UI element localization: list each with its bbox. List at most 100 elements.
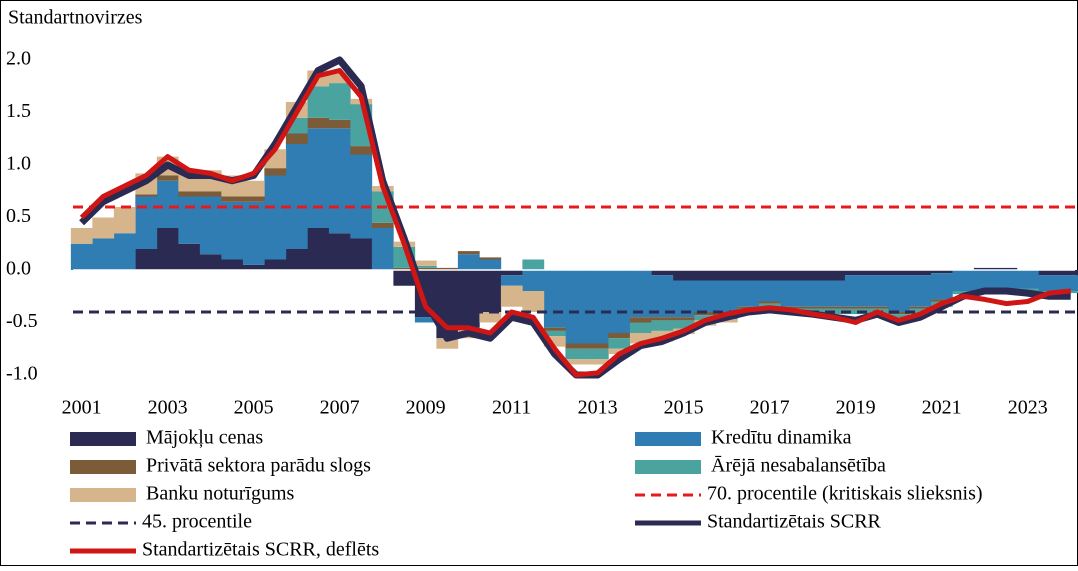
- bar: [715, 319, 738, 323]
- bar: [135, 196, 158, 249]
- bar: [221, 259, 244, 270]
- bar: [199, 254, 222, 270]
- bar: [414, 267, 437, 270]
- bar: [522, 259, 545, 270]
- bar: [586, 270, 609, 344]
- bar: [801, 306, 824, 309]
- bar: [672, 270, 695, 281]
- bar: [199, 196, 222, 255]
- bar: [586, 359, 609, 365]
- bar: [887, 314, 910, 320]
- bar: [522, 291, 545, 312]
- bar: [758, 301, 781, 304]
- bar: [328, 83, 351, 120]
- bar: [135, 249, 158, 270]
- bar: [285, 144, 308, 249]
- bar: [1059, 270, 1078, 276]
- bar: [844, 308, 867, 315]
- bar: [952, 270, 975, 291]
- legend-swatch: [635, 460, 701, 474]
- bar: [909, 306, 932, 309]
- bar: [887, 270, 910, 276]
- bar: [608, 333, 631, 339]
- bar: [285, 249, 308, 270]
- legend-label: Ārējā nesabalansētība: [711, 455, 886, 477]
- bar: [608, 270, 631, 333]
- bar: [307, 86, 330, 118]
- bar: [500, 285, 523, 307]
- bar: [844, 306, 867, 309]
- bar: [909, 270, 932, 276]
- x-tick-label: 2003: [148, 397, 188, 419]
- bar: [565, 270, 588, 344]
- bar: [672, 317, 695, 321]
- bar: [973, 267, 996, 270]
- bar: [973, 270, 996, 291]
- bar: [92, 238, 115, 270]
- bar: [565, 348, 588, 360]
- x-tick-label: 2011: [492, 397, 531, 419]
- legend-label: Banku noturīgums: [146, 483, 295, 505]
- bar: [866, 275, 889, 307]
- bar: [694, 270, 717, 281]
- legend-swatch: [70, 432, 136, 446]
- bar: [823, 280, 846, 307]
- x-tick-label: 2017: [750, 397, 790, 419]
- bar: [70, 228, 93, 244]
- bar: [135, 194, 158, 197]
- legend-swatch: [70, 460, 136, 474]
- bar: [221, 201, 244, 260]
- bar: [1038, 275, 1061, 291]
- bar: [801, 280, 824, 307]
- bar: [715, 270, 738, 281]
- bar: [92, 217, 115, 239]
- bar: [242, 180, 265, 197]
- bar: [479, 270, 502, 312]
- bar: [1059, 275, 1078, 291]
- bar: [328, 233, 351, 270]
- bar: [694, 280, 717, 312]
- bar: [1016, 270, 1039, 289]
- bar: [156, 228, 179, 270]
- bar: [264, 175, 287, 260]
- bar: [500, 275, 523, 286]
- bar: [328, 128, 351, 234]
- bar: [307, 128, 330, 228]
- bar: [479, 257, 502, 260]
- bar: [457, 251, 480, 255]
- legend-label: 45. procentile: [142, 511, 252, 533]
- bar: [113, 207, 136, 234]
- bar: [371, 228, 394, 270]
- bar: [178, 243, 201, 270]
- bar: [565, 359, 588, 365]
- bar: [1038, 270, 1061, 276]
- bar: [801, 270, 824, 281]
- bar: [178, 196, 201, 244]
- legend-label: Privātā sektora parādu slogs: [146, 455, 371, 477]
- bar: [543, 336, 566, 347]
- bar: [672, 280, 695, 318]
- legend-label: 70. procentile (kritiskais slieksnis): [707, 483, 983, 505]
- y-tick-label: 0.5: [6, 205, 31, 227]
- bar: [758, 280, 781, 302]
- y-tick-label: -0.5: [6, 310, 38, 332]
- legend-label: Standartizētais SCRR: [707, 511, 882, 533]
- bar: [350, 238, 373, 270]
- bar: [543, 330, 566, 337]
- bar: [543, 327, 566, 331]
- bar: [995, 267, 1018, 270]
- bar: [242, 196, 265, 202]
- bar: [264, 259, 287, 270]
- bar: [436, 338, 459, 349]
- bar: [414, 260, 437, 266]
- x-tick-label: 2007: [320, 397, 360, 419]
- bar: [651, 275, 674, 318]
- bar: [307, 117, 330, 129]
- bar: [651, 320, 674, 331]
- x-tick-label: 2015: [664, 397, 704, 419]
- bar: [737, 270, 760, 281]
- bar: [371, 222, 394, 228]
- x-tick-label: 2005: [234, 397, 274, 419]
- bar: [457, 254, 480, 270]
- bar: [328, 72, 351, 84]
